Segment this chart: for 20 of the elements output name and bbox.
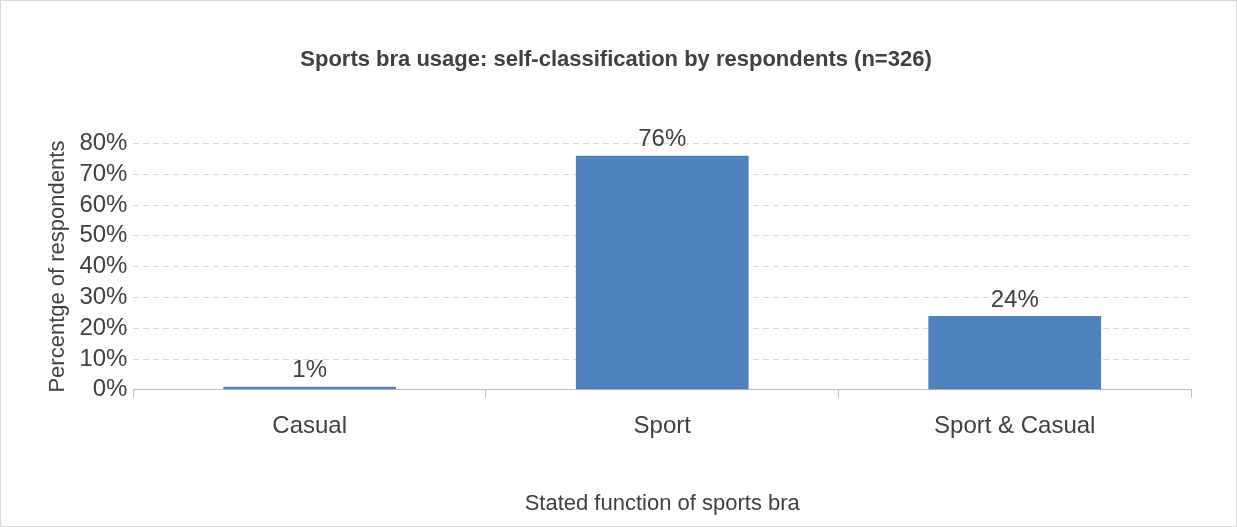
y-tick-label: 20% <box>79 312 128 340</box>
y-tick-label: 0% <box>92 374 128 402</box>
data-label: 1% <box>292 355 328 383</box>
y-axis-title: Percentge of respondents <box>44 140 70 393</box>
data-label: 76% <box>638 124 687 152</box>
x-tick-label: Casual <box>272 410 348 438</box>
y-tick-label: 50% <box>79 220 128 248</box>
bar <box>928 315 1102 390</box>
y-tick-label: 60% <box>79 189 128 217</box>
x-tick-label: Sport <box>633 410 692 438</box>
y-tick-label: 40% <box>79 251 128 279</box>
chart-title: Sports bra usage: self-classification by respondents (n=326) <box>300 46 932 72</box>
y-tick-label: 70% <box>79 158 128 186</box>
x-axis-title: Stated function of sports bra <box>524 489 801 515</box>
y-tick-label: 10% <box>79 343 128 371</box>
bar <box>575 155 749 390</box>
x-tick-label: Sport & Casual <box>934 410 1096 438</box>
y-tick-label: 80% <box>79 128 128 156</box>
data-label: 24% <box>990 284 1039 312</box>
y-tick-label: 30% <box>79 282 128 310</box>
